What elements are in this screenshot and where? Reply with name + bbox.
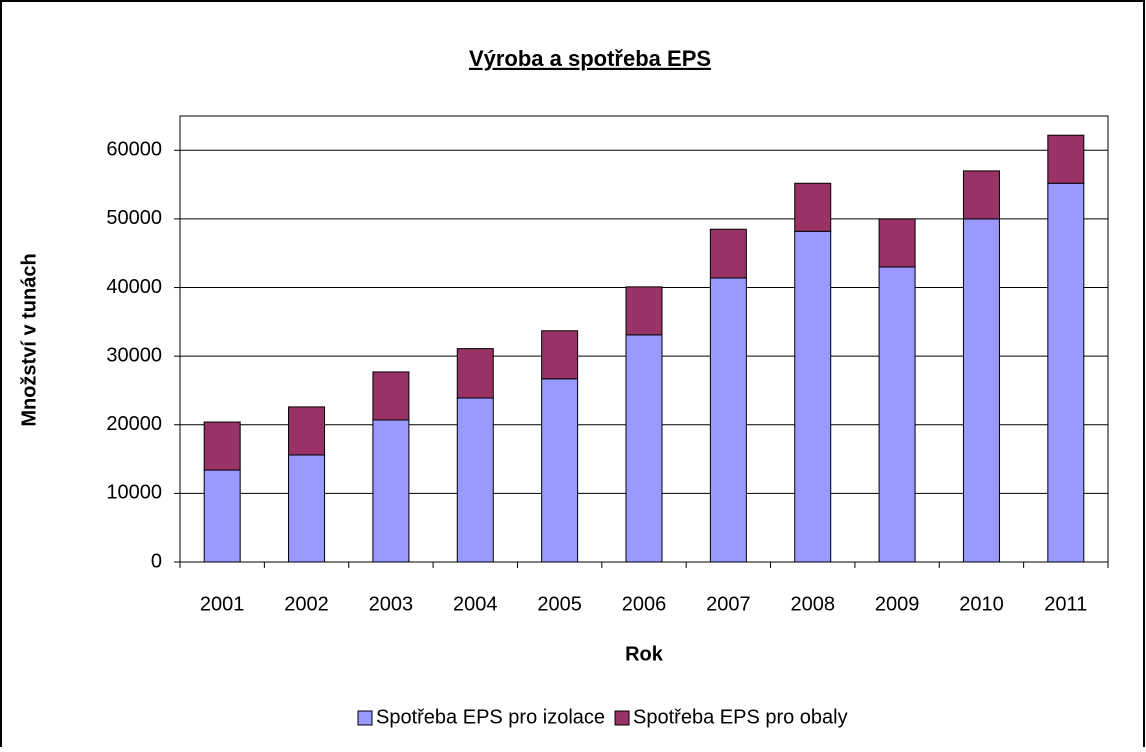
x-axis-label: Rok <box>625 643 664 665</box>
x-tick-label: 2011 <box>1044 593 1087 615</box>
y-tick-label: 50000 <box>106 207 162 229</box>
x-tick-label: 2007 <box>706 593 751 615</box>
bar-segment <box>288 454 326 563</box>
bar-segment <box>541 378 579 563</box>
y-tick-label: 10000 <box>106 482 162 504</box>
x-tick-label: 2004 <box>453 593 498 615</box>
legend-swatch <box>614 710 630 726</box>
x-tick-label: 2008 <box>790 593 835 615</box>
legend-label: Spotřeba EPS pro obaly <box>633 706 848 728</box>
bar-segment <box>1047 134 1085 184</box>
y-tick-label: 60000 <box>106 139 162 161</box>
bar-segment <box>203 421 241 471</box>
y-tick-label: 30000 <box>106 344 162 366</box>
legend-label: Spotřeba EPS pro izolace <box>376 706 605 728</box>
bar-segment <box>878 266 916 563</box>
chart-title: Výroba a spotřeba EPS <box>469 46 711 71</box>
x-tick-label: 2010 <box>959 593 1004 615</box>
bar-segment <box>456 397 494 563</box>
bar-segment <box>372 371 410 421</box>
legend-swatch <box>357 710 373 726</box>
bar-segment <box>794 230 832 563</box>
bar-segment <box>794 182 832 232</box>
y-tick-label: 20000 <box>106 413 162 435</box>
bar-segment <box>456 348 494 399</box>
x-tick-label: 2005 <box>537 593 582 615</box>
bar-segment <box>288 406 326 456</box>
bar-segment <box>709 228 747 279</box>
bar-segment <box>962 218 1000 563</box>
bar-segment <box>541 330 579 380</box>
bar-segment <box>625 286 663 336</box>
x-tick-label: 2009 <box>875 593 920 615</box>
bar-segment <box>625 334 663 563</box>
x-tick-label: 2003 <box>369 593 414 615</box>
x-tick-label: 2006 <box>622 593 667 615</box>
y-axis-label: Množství v tunách <box>18 253 40 426</box>
bar-segment <box>203 469 241 563</box>
y-tick-label: 0 <box>151 550 162 572</box>
bar-segment <box>372 419 410 563</box>
y-tick-label: 40000 <box>106 276 162 298</box>
bar-segment <box>1047 182 1085 563</box>
x-tick-label: 2002 <box>284 593 329 615</box>
bar-segment <box>962 170 1000 220</box>
x-tick-label: 2001 <box>200 593 245 615</box>
bar-segment <box>878 218 916 268</box>
bar-segment <box>709 277 747 563</box>
